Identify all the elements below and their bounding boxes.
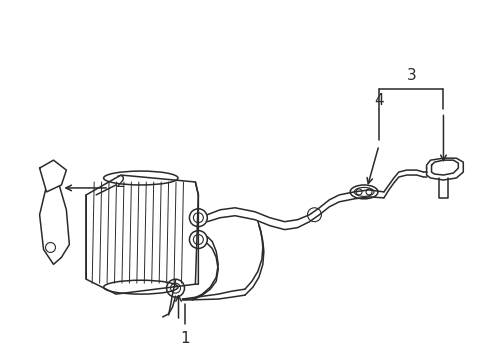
Text: 4: 4 bbox=[373, 93, 383, 108]
Text: 2: 2 bbox=[116, 175, 125, 190]
Text: 1: 1 bbox=[180, 331, 190, 346]
Text: 3: 3 bbox=[406, 68, 416, 83]
